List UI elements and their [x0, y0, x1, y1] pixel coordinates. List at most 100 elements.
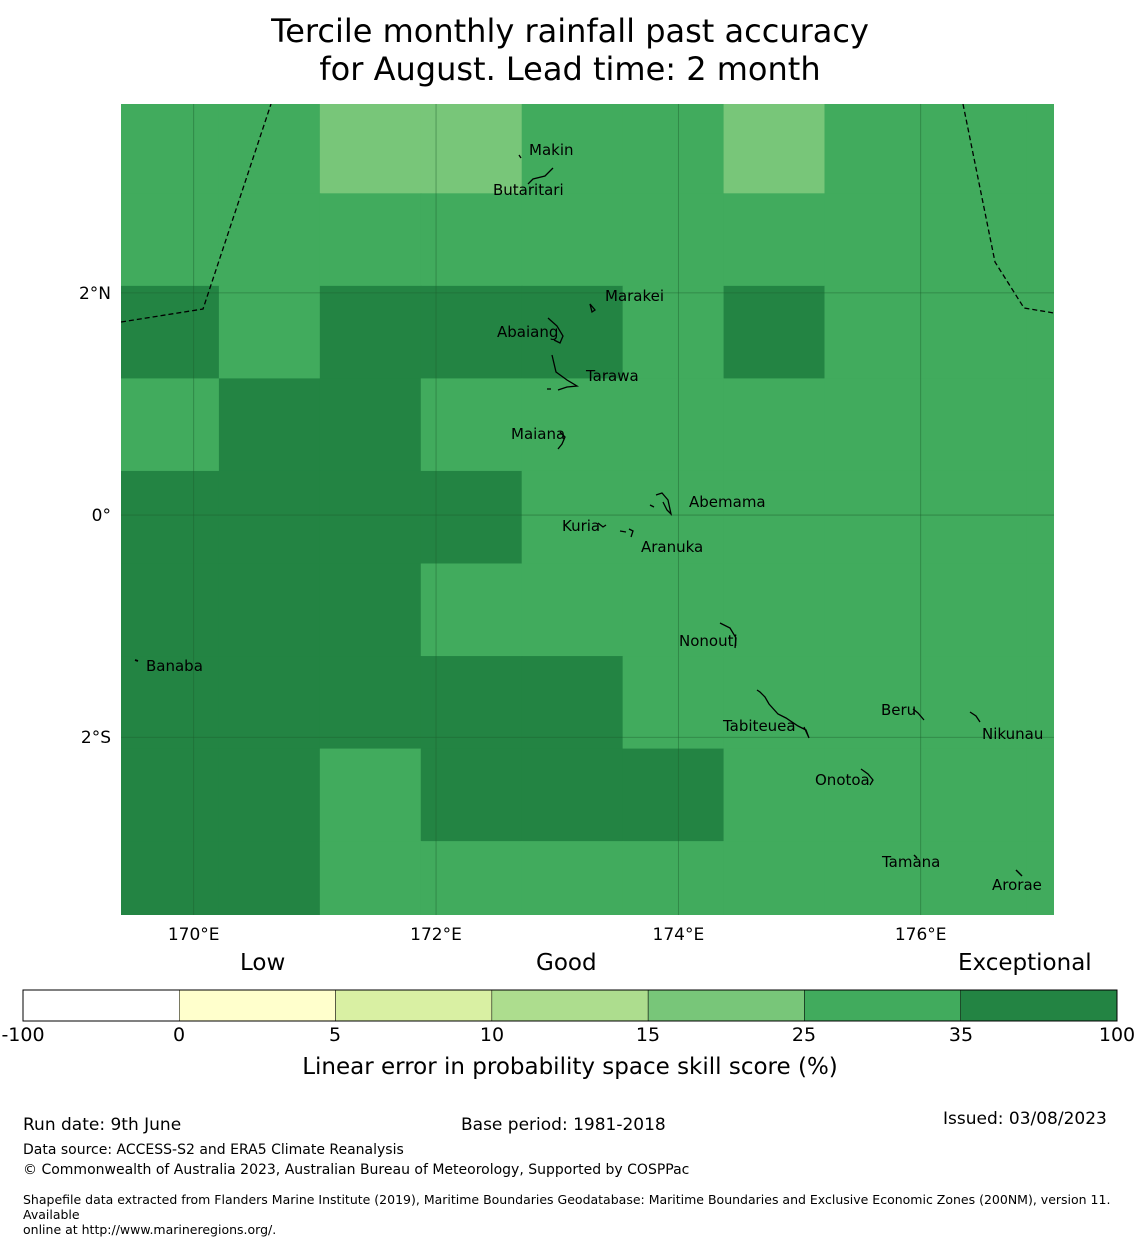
skill-cell [723, 748, 826, 842]
skill-cell [622, 378, 725, 472]
tabiteuea-atoll-outline [756, 689, 810, 739]
skill-cell [218, 841, 321, 915]
skill-cell [420, 563, 523, 657]
y-tick-label: 2°N [79, 284, 111, 304]
skill-cell [723, 378, 826, 472]
skill-cell [1026, 841, 1054, 915]
chart-title-line-2: for August. Lead time: 2 month [319, 50, 821, 88]
skill-cell [121, 563, 220, 657]
skill-cell [622, 193, 725, 287]
skill-cell [1127, 563, 1140, 656]
skill-cell [622, 285, 725, 380]
marakei-atoll-outline [589, 303, 596, 314]
base-period: Base period: 1981-2018 [461, 1115, 666, 1135]
nonouti-atoll-outline [719, 622, 737, 649]
skill-cell [319, 470, 422, 565]
colorbar-segment [647, 989, 805, 1022]
skill-cell [1127, 193, 1140, 286]
skill-cell [1026, 193, 1054, 287]
skill-cell [723, 285, 826, 380]
skill-cell [420, 841, 523, 915]
island-label-abemama: Abemama [689, 493, 766, 511]
skill-cell [723, 656, 826, 750]
onotoa-atoll-outline [860, 768, 874, 786]
colorbar-tick-label: 25 [791, 1024, 817, 1046]
skill-cell [521, 104, 624, 194]
skill-cell [218, 193, 321, 287]
run-date: Run date: 9th June [23, 1115, 182, 1135]
skill-cell [319, 378, 422, 472]
abemama-atoll-outline [649, 492, 673, 517]
colorbar-tick-label: 100 [1098, 1024, 1136, 1046]
skill-cell [925, 470, 1027, 565]
colorbar-title: Linear error in probability space skill … [302, 1054, 838, 1080]
skill-cell [1127, 101, 1140, 194]
maritime-boundaries-layer [121, 104, 1054, 323]
skill-cell [1026, 748, 1054, 842]
nikunau-atoll-outline [969, 711, 981, 723]
skill-cell [319, 193, 422, 287]
axis-ticks-layer: 170°E 172°E 174°E 176°E 2°N 0° 2°S [79, 284, 947, 945]
x-tick-label: 172°E [410, 925, 462, 945]
y-tick-label: 2°S [81, 728, 111, 748]
colorbar-outline [22, 989, 1118, 1022]
skill-cell [218, 470, 321, 565]
skill-cell [1026, 285, 1054, 380]
skill-cell [622, 656, 725, 750]
skill-cell [622, 104, 725, 194]
skill-cell [824, 193, 927, 287]
skill-cell [319, 656, 422, 750]
abaiang-atoll-outline [547, 317, 564, 344]
skill-cell [121, 104, 220, 194]
island-label-tarawa: Tarawa [585, 367, 639, 385]
skill-cell [723, 563, 826, 657]
island-label-arorae: Arorae [992, 876, 1042, 894]
island-label-makin: Makin [529, 141, 574, 159]
skill-cell [121, 470, 220, 565]
tarawa-atoll-outline [547, 354, 580, 391]
skill-cell [420, 193, 523, 287]
skill-cell [121, 285, 220, 380]
island-label-banaba: Banaba [146, 657, 203, 675]
colorbar-segment [335, 989, 493, 1022]
shapefile-credit: Shapefile data extracted from Flanders M… [23, 1192, 1135, 1237]
skill-cell [319, 285, 422, 380]
skill-cell [925, 563, 1027, 657]
skill-cell [1026, 656, 1054, 750]
colorbar-tick-label: 5 [328, 1024, 342, 1046]
skill-cell [121, 841, 220, 915]
x-tick-label: 170°E [168, 925, 220, 945]
skill-cell [521, 470, 624, 565]
skill-cell [521, 748, 624, 842]
y-tick-label: 0° [92, 506, 111, 526]
island-label-kuria: Kuria [562, 517, 600, 535]
skill-cell [622, 563, 725, 657]
island-label-aranuka: Aranuka [641, 538, 703, 556]
skill-cell [521, 193, 624, 287]
skill-cell [218, 104, 321, 194]
tamana-island-outline [913, 854, 918, 859]
arorae-island-outline [1015, 869, 1023, 877]
skill-cell [420, 748, 523, 842]
skill-cell [723, 104, 826, 194]
skill-cell [218, 285, 321, 380]
colorbar-tick-label: -100 [1, 1024, 45, 1046]
colorbar-tick-label: 35 [948, 1024, 974, 1046]
island-label-nonouti: Nonouti [679, 632, 738, 650]
skill-cell [420, 656, 523, 750]
skill-cell [121, 193, 220, 287]
island-label-butaritari: Butaritari [493, 181, 564, 199]
skill-cell [824, 563, 927, 657]
skill-cell [925, 748, 1027, 842]
colorbar-tick-label: 0 [172, 1024, 186, 1046]
skill-cells-layer [121, 101, 1140, 915]
island-label-beru: Beru [881, 701, 916, 719]
skill-cell [824, 378, 927, 472]
skill-cell [824, 841, 927, 915]
skill-cell [622, 748, 725, 842]
colorbar-segment [804, 989, 961, 1022]
skill-cell [218, 748, 321, 842]
skill-cell [1026, 563, 1054, 657]
skill-cell [622, 470, 725, 565]
skill-cell [925, 285, 1027, 380]
